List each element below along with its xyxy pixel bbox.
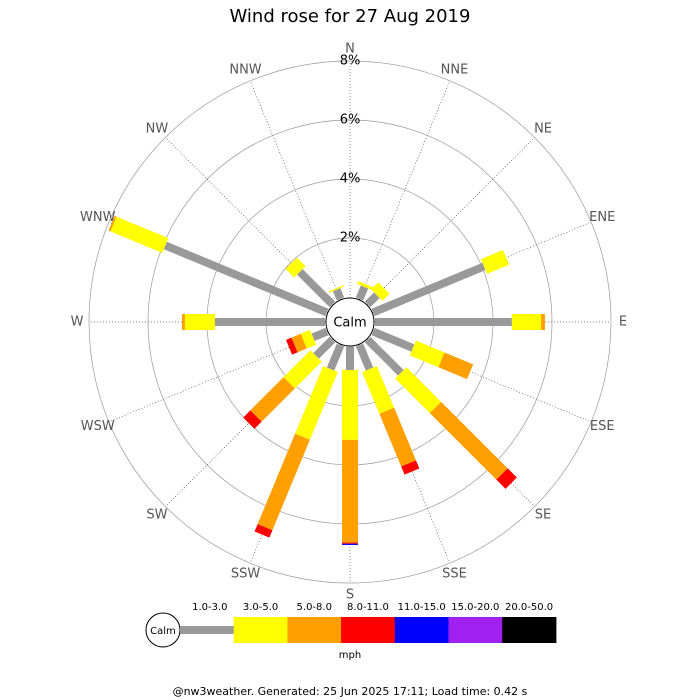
calm-circle bbox=[325, 297, 375, 347]
chart-title: Wind rose for 27 Aug 2019 bbox=[230, 6, 471, 27]
bar-segment bbox=[429, 401, 508, 480]
bar-segment bbox=[395, 367, 442, 414]
r-tick-label: 6% bbox=[340, 113, 361, 128]
bar-segment bbox=[355, 285, 369, 301]
bar-segment bbox=[364, 336, 404, 376]
bar-segment bbox=[480, 249, 510, 274]
legend-swatch bbox=[394, 617, 449, 643]
bar-segment bbox=[371, 327, 415, 352]
bar-segment bbox=[379, 407, 416, 467]
bar-segment bbox=[311, 327, 329, 342]
bar-segment bbox=[364, 292, 380, 308]
bar-segment bbox=[296, 268, 336, 308]
direction-label: N bbox=[345, 42, 355, 57]
bar-segment bbox=[328, 285, 344, 293]
bar-segment bbox=[254, 524, 273, 538]
bar-segment bbox=[401, 460, 420, 475]
direction-label: E bbox=[619, 315, 627, 330]
bar-segment bbox=[257, 433, 310, 531]
bar-segment bbox=[332, 288, 345, 301]
legend: Calm mph 1.0-3.0 3.0-5.0 5.0-8.0 8.0-11.0 11… bbox=[145, 602, 557, 661]
r-tick-label: 2% bbox=[340, 231, 361, 246]
legend-label: 5.0-8.0 bbox=[297, 602, 332, 613]
r-tick-label: 8% bbox=[340, 54, 361, 69]
bar-segment bbox=[362, 366, 395, 414]
legend-label: 3.0-5.0 bbox=[243, 602, 278, 613]
bar-segment bbox=[496, 468, 517, 489]
legend-calm-label: Calm bbox=[150, 626, 176, 637]
direction-label: S bbox=[346, 588, 354, 603]
calm-label: Calm bbox=[333, 316, 366, 331]
legend-label: 15.0-20.0 bbox=[451, 602, 499, 613]
bar-segment bbox=[285, 337, 298, 355]
direction-label: NNW bbox=[229, 62, 261, 77]
bar-segment bbox=[409, 340, 445, 368]
bar-segment bbox=[355, 343, 374, 371]
bar-segment bbox=[313, 336, 336, 359]
legend-swatch bbox=[180, 626, 235, 634]
legend-swatch bbox=[341, 617, 396, 643]
direction-label: WSW bbox=[81, 419, 115, 434]
ticks: 2% 4% 6% 8%N NNE NE ENE E ESE SE SSE S SSW SW WSW W WNW N… bbox=[71, 42, 628, 603]
bar-segment bbox=[243, 410, 262, 429]
direction-label: NNE bbox=[441, 62, 469, 77]
legend-swatch bbox=[287, 617, 342, 643]
bar-segment bbox=[438, 352, 474, 380]
grid-ring bbox=[88, 60, 612, 584]
footer: @nw3weather. Generated: 25 Jun 2025 17:1… bbox=[173, 685, 528, 698]
direction-label: SSW bbox=[231, 567, 261, 582]
legend-swatch bbox=[448, 617, 503, 643]
bar-segment bbox=[285, 257, 306, 278]
bars bbox=[108, 215, 545, 545]
bar-segment bbox=[291, 333, 307, 353]
bar-segment bbox=[295, 366, 338, 440]
legend-swatch bbox=[502, 617, 557, 643]
bar-segment bbox=[283, 350, 322, 389]
direction-label: NE bbox=[534, 121, 552, 136]
unit-label: mph bbox=[339, 650, 361, 661]
bar-segment bbox=[371, 262, 486, 317]
bar-segment bbox=[326, 343, 345, 371]
r-tick-label: 4% bbox=[340, 172, 361, 187]
direction-label: ENE bbox=[589, 210, 615, 225]
bar-segment bbox=[250, 377, 295, 422]
direction-label: SSE bbox=[442, 567, 467, 582]
bar-segment bbox=[371, 282, 390, 301]
bar-segment bbox=[163, 241, 329, 317]
direction-label: WNW bbox=[80, 210, 116, 225]
direction-label: W bbox=[71, 315, 84, 330]
legend-label: 11.0-15.0 bbox=[398, 602, 446, 613]
direction-label: ESE bbox=[590, 419, 615, 434]
bar-segment bbox=[300, 329, 317, 349]
direction-label: SE bbox=[535, 508, 551, 523]
direction-label: NW bbox=[146, 121, 169, 136]
bar-segment bbox=[108, 215, 117, 232]
bar-segment bbox=[110, 216, 169, 253]
legend-label: 8.0-11.0 bbox=[347, 602, 389, 613]
bar-segment bbox=[357, 281, 374, 290]
direction-label: SW bbox=[146, 508, 167, 523]
legend-swatch bbox=[233, 617, 288, 643]
legend-label: 20.0-50.0 bbox=[505, 602, 553, 613]
legend-label: 1.0-3.0 bbox=[192, 602, 227, 613]
